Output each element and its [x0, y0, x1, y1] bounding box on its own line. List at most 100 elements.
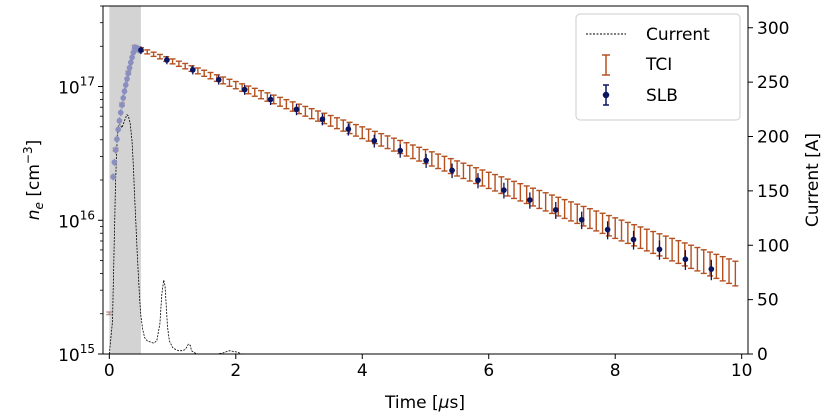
y-left-tick-label: 1015 [58, 342, 95, 366]
y-left-axis-title: ne [cm−3] [21, 140, 46, 220]
tci-point [333, 117, 340, 130]
slb-point [114, 135, 120, 143]
tci-point [700, 249, 707, 275]
y-right-tick-label: 250 [757, 73, 789, 93]
tci-point [605, 214, 612, 237]
slb-point [630, 230, 637, 250]
legend-current-label: Current [646, 25, 710, 45]
slb-point [119, 101, 125, 109]
x-axis: 0 2 4 6 8 10 [104, 354, 753, 381]
tci-point [435, 153, 442, 170]
slb-point [127, 58, 134, 67]
tci-point [201, 69, 208, 78]
tci-point [251, 87, 258, 97]
slb-point [526, 192, 533, 209]
tci-point [523, 185, 530, 205]
slb-point [112, 146, 119, 154]
tci-point [618, 219, 625, 242]
slb-point [708, 259, 715, 281]
tci-point [232, 80, 239, 90]
legend-slb-label: SLB [646, 86, 678, 106]
tci-point [194, 67, 201, 75]
slb-point [110, 173, 116, 181]
tci-point [283, 98, 290, 110]
tci-point [548, 194, 555, 215]
x-tick-label: 4 [357, 361, 368, 381]
x-tick-label: 0 [104, 361, 115, 381]
tci-point [409, 144, 416, 160]
tci-point [220, 76, 227, 85]
x-axis-title: Time [μs] [384, 393, 465, 413]
tci-point [384, 135, 391, 150]
tci-point [662, 235, 669, 260]
tci-point [270, 94, 277, 105]
y-right-tick-label: 100 [757, 236, 789, 256]
tci-point [245, 85, 252, 95]
tci-point [688, 244, 695, 270]
tci-point [454, 160, 461, 177]
tci-point [466, 164, 473, 182]
tci-point [182, 62, 189, 70]
slb-point [604, 221, 611, 240]
tci-point [492, 173, 499, 192]
slb-point [120, 94, 127, 102]
tci-point [302, 105, 309, 117]
y-right-tick-label: 300 [757, 19, 789, 39]
slb-point [397, 144, 404, 158]
slb-point [138, 46, 144, 55]
legend-tci-label: TCI [645, 55, 672, 75]
slb-point [241, 84, 248, 95]
legend-tci-marker [602, 54, 610, 76]
tci-point [713, 253, 720, 280]
slb-point [578, 211, 585, 230]
slb-point [117, 109, 124, 117]
slb-point [164, 56, 170, 65]
tci-point [169, 58, 176, 65]
tci-point [365, 128, 372, 142]
tci-point [637, 226, 644, 250]
tci-point [517, 182, 524, 202]
tci-point [378, 132, 385, 147]
tci-point [707, 251, 714, 277]
slb-point [124, 75, 130, 83]
tci-point [504, 178, 511, 197]
tci-point [593, 210, 600, 232]
slb-point [116, 117, 123, 125]
slb-point [125, 69, 132, 78]
y-left-axis: 1015 1016 1017 [58, 5, 103, 366]
tci-point [612, 217, 619, 240]
tci-point [327, 114, 334, 127]
tci-point [726, 258, 733, 285]
y-right-tick-label: 150 [757, 182, 789, 202]
x-tick-label: 10 [731, 361, 753, 381]
tci-point [675, 239, 682, 265]
tci-point [530, 187, 536, 207]
tci-point [403, 142, 410, 157]
tci-point [156, 53, 163, 60]
tci-point [485, 171, 492, 190]
y-right-axis-title: Current [A] [803, 133, 823, 227]
slb-point [267, 94, 274, 106]
tci-point [340, 119, 347, 132]
tci-point [315, 110, 321, 122]
slb-point [449, 163, 455, 179]
tci-point [536, 189, 543, 210]
slb-point [111, 158, 118, 166]
slb-point [319, 113, 326, 126]
y-right-tick-label: 200 [757, 128, 789, 148]
tci-point [511, 180, 518, 200]
tci-point [599, 212, 606, 235]
tci-point [207, 71, 214, 80]
y-right-tick-label: 0 [757, 345, 768, 365]
legend-slb-marker [602, 84, 610, 106]
shaded-region [109, 6, 141, 354]
y-left-tick-label: 1016 [58, 208, 95, 232]
tci-point [574, 203, 581, 225]
tci-point [643, 228, 650, 252]
tci-point [277, 96, 284, 107]
tci-point [624, 221, 631, 245]
y-right-axis: 0 50 100 150 200 250 300 [748, 19, 789, 365]
slb-point [371, 134, 378, 148]
slb-point [115, 126, 122, 134]
